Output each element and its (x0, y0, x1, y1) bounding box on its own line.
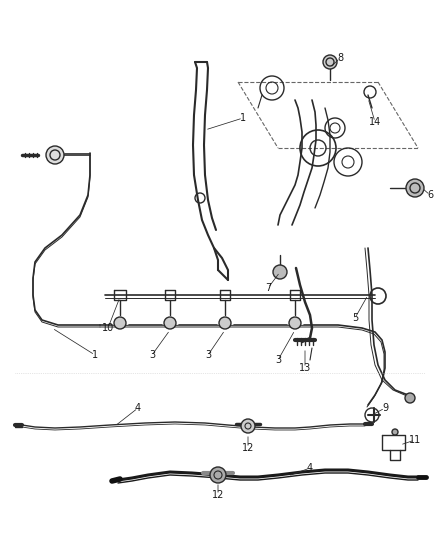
Text: 4: 4 (307, 463, 313, 473)
Text: 3: 3 (205, 350, 211, 360)
Circle shape (273, 265, 287, 279)
Text: 12: 12 (212, 490, 224, 500)
Circle shape (164, 317, 176, 329)
Circle shape (219, 317, 231, 329)
Text: 12: 12 (242, 443, 254, 453)
Circle shape (289, 317, 301, 329)
Text: 10: 10 (102, 323, 114, 333)
Text: 1: 1 (92, 350, 98, 360)
Text: 3: 3 (275, 355, 281, 365)
Text: 4: 4 (135, 403, 141, 413)
Text: 11: 11 (409, 435, 421, 445)
Circle shape (241, 419, 255, 433)
Circle shape (392, 429, 398, 435)
Text: 13: 13 (299, 363, 311, 373)
Text: 9: 9 (382, 403, 388, 413)
Text: 1: 1 (240, 113, 246, 123)
Text: 14: 14 (369, 117, 381, 127)
Circle shape (406, 179, 424, 197)
Text: 3: 3 (149, 350, 155, 360)
Circle shape (210, 467, 226, 483)
Circle shape (323, 55, 337, 69)
Text: 7: 7 (265, 283, 271, 293)
Text: 8: 8 (337, 53, 343, 63)
Text: 6: 6 (427, 190, 433, 200)
Circle shape (46, 146, 64, 164)
Text: 5: 5 (352, 313, 358, 323)
Circle shape (405, 393, 415, 403)
Circle shape (114, 317, 126, 329)
